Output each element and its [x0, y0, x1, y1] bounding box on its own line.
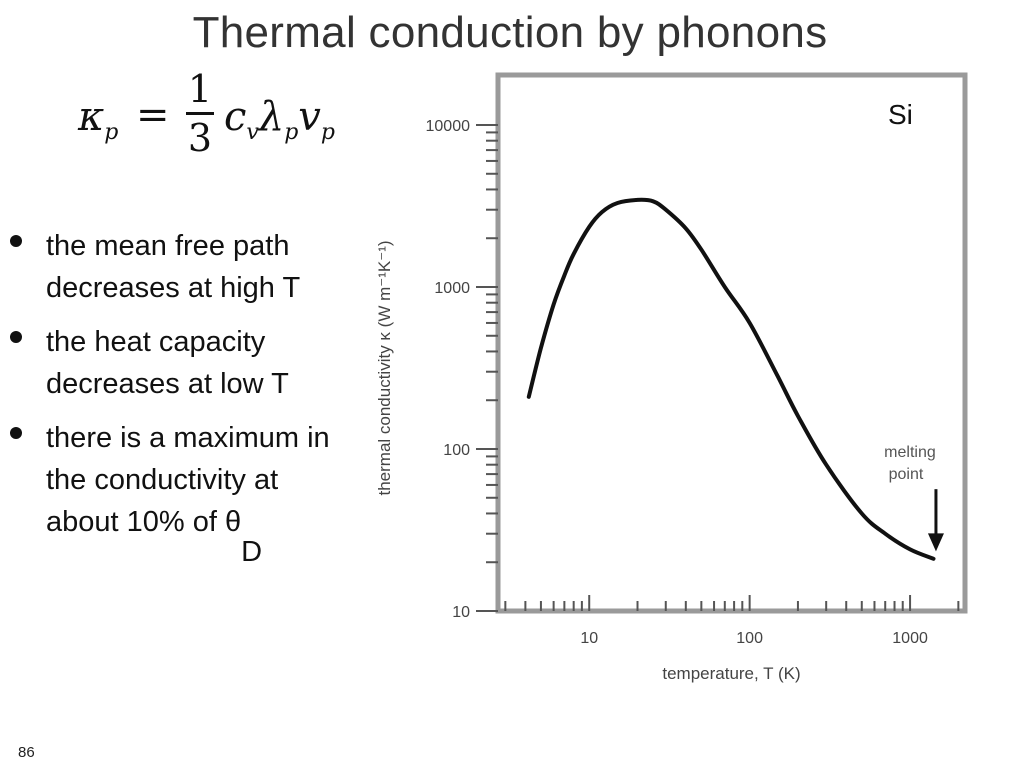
thermal-conductivity-chart: 10 100 1000 10000 10 100 1000 thermal conduct… — [360, 70, 980, 710]
annotation-line-2: point — [889, 466, 924, 483]
bullet-list: the mean free path decreases at high T t… — [0, 225, 340, 568]
bullet-dot-icon — [10, 235, 22, 247]
equals-sign: = — [136, 92, 170, 138]
x-tick-label: 1000 — [892, 630, 928, 647]
heat-capacity-subscript: v — [246, 120, 259, 145]
bullet-text: the mean free path decreases at high T — [46, 230, 301, 304]
series-line — [526, 197, 936, 561]
mean-free-path-symbol: λ — [258, 94, 285, 140]
bullet-text: the heat capacity decreases at low T — [46, 326, 289, 400]
bullet-dot-icon — [10, 427, 22, 439]
fraction-numerator: 1 — [187, 67, 213, 111]
y-axis-label: thermal conductivity κ (W m⁻¹K⁻¹) — [375, 240, 394, 495]
chart-svg: 10 100 1000 10000 10 100 1000 thermal conduct… — [375, 72, 968, 683]
bullet-text: there is a maximum in the conductivity a… — [46, 422, 330, 538]
x-axis: 10 100 1000 — [504, 595, 960, 647]
slide-title: Thermal conduction by phonons — [192, 8, 828, 57]
velocity-subscript: p — [320, 120, 335, 145]
velocity-symbol: v — [298, 94, 321, 140]
heat-capacity-symbol: c — [224, 94, 247, 140]
formula-rhs: cvλpvp — [224, 94, 335, 145]
fraction-one-third: 1 3 — [186, 70, 214, 157]
x-axis-label: temperature, T (K) — [662, 664, 800, 683]
fraction-denominator: 3 — [187, 116, 213, 160]
y-tick-label: 10000 — [426, 118, 471, 135]
y-axis: 10 100 1000 10000 — [426, 118, 498, 621]
bullet-item: the mean free path decreases at high T — [0, 225, 340, 309]
y-tick-label: 100 — [443, 442, 470, 459]
kappa-symbol: κ — [78, 94, 105, 140]
kappa-subscript: p — [104, 120, 119, 145]
bullet-dot-icon — [10, 331, 22, 343]
y-tick-label: 10 — [452, 604, 470, 621]
bullet-item: the heat capacity decreases at low T — [0, 321, 340, 405]
fraction-bar — [186, 112, 214, 115]
plot-frame — [495, 72, 968, 614]
y-tick-label: 1000 — [434, 280, 470, 297]
formula-lhs: κp — [78, 94, 118, 145]
x-tick-label: 10 — [580, 630, 598, 647]
x-tick-label: 100 — [736, 630, 763, 647]
debye-subscript: D — [241, 536, 263, 568]
page-number: 86 — [18, 744, 35, 761]
thermal-conductivity-formula: κp = 1 3 cvλpvp — [78, 70, 358, 170]
material-label: Si — [888, 99, 913, 130]
arrowhead-icon — [927, 533, 944, 552]
bullet-item: there is a maximum in the conductivity a… — [0, 417, 340, 568]
mean-free-path-subscript: p — [284, 120, 299, 145]
annotation-line-1: melting — [884, 444, 936, 461]
